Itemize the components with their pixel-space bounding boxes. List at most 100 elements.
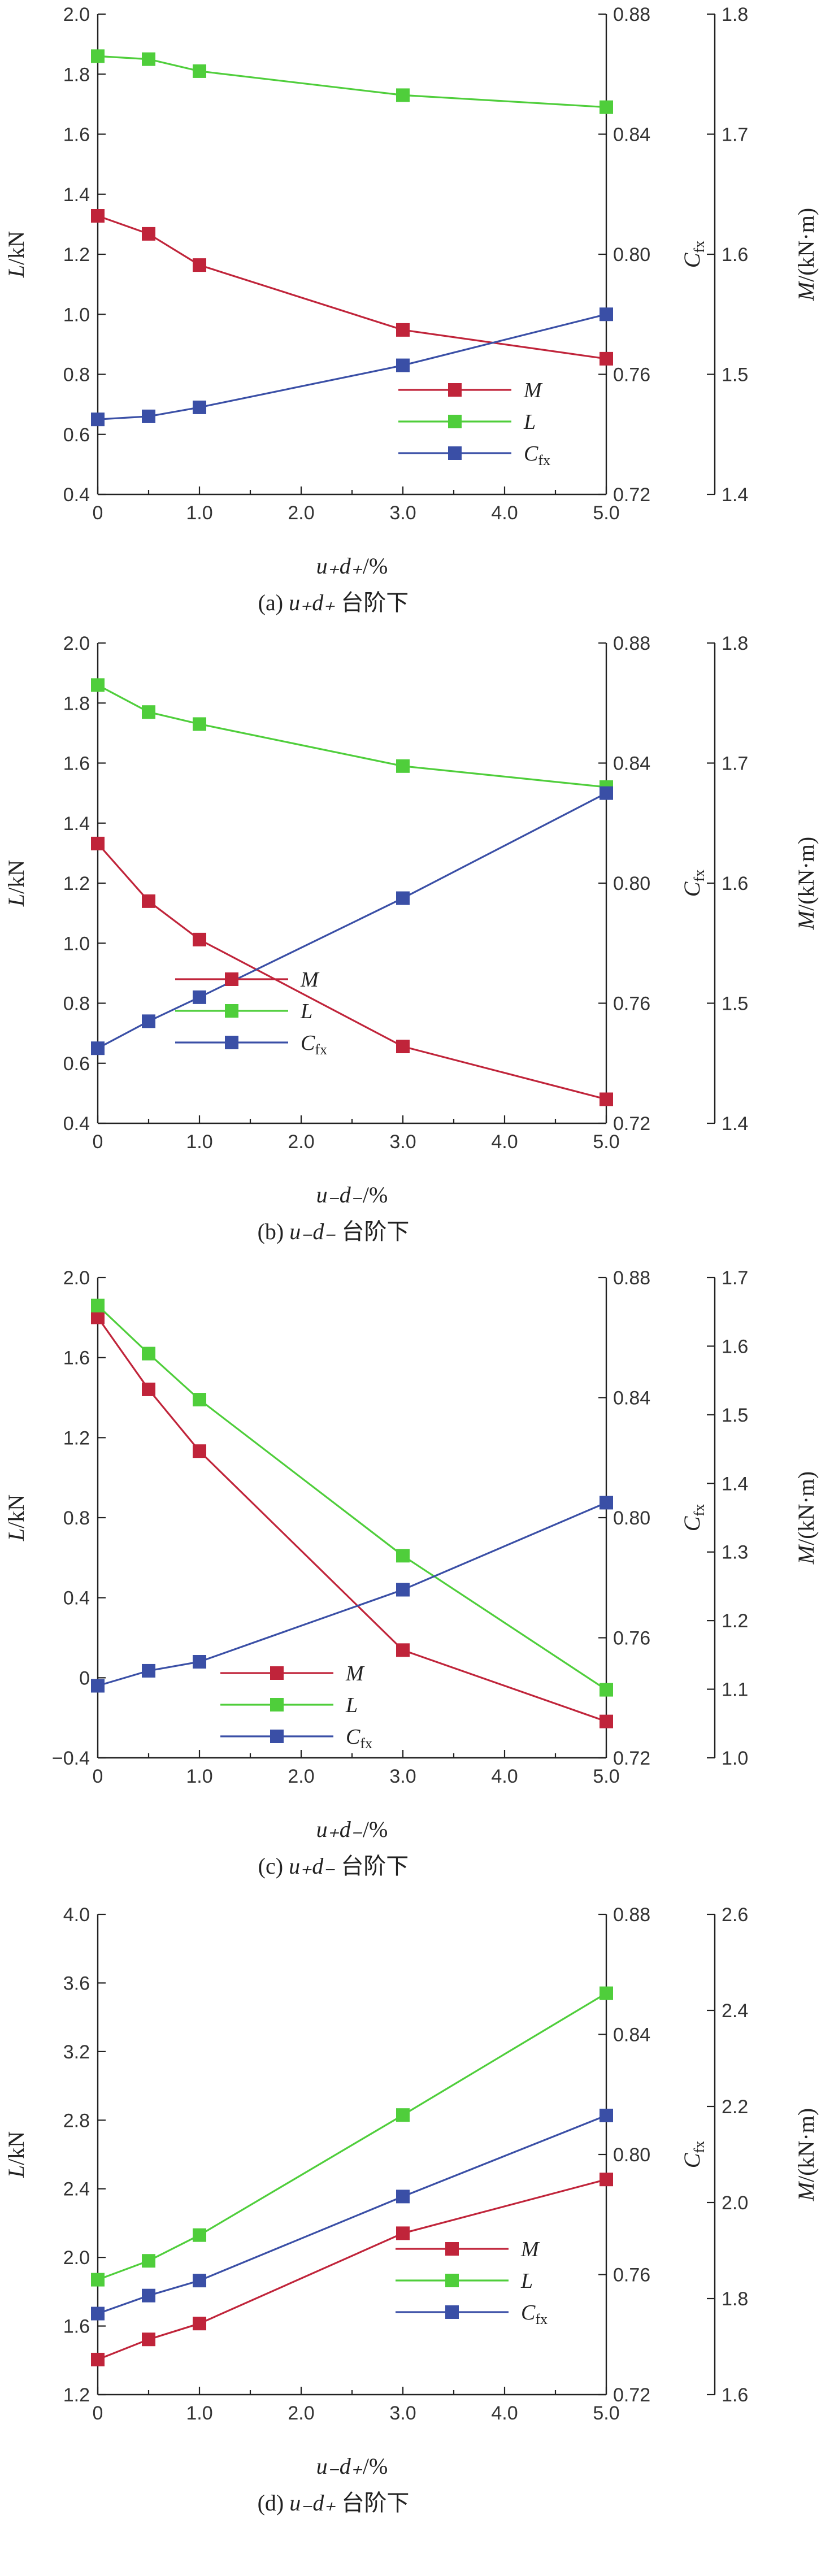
right-tick-label: 2.2 — [722, 2096, 748, 2118]
label-part: M — [300, 968, 320, 992]
x-axis-title: u₊d₋/% — [316, 1817, 388, 1842]
legend-label-M: M — [300, 968, 320, 992]
x-tick-label: 2.0 — [288, 1766, 314, 1787]
right-tick-label: 1.6 — [722, 1336, 748, 1357]
legend-marker-M — [270, 1666, 284, 1680]
x-tick-label: 0 — [93, 2403, 103, 2424]
legend-marker-M — [225, 972, 238, 986]
label-part: fx — [691, 2141, 707, 2153]
data-point-L-3 — [396, 2108, 410, 2122]
label-part: (a) — [258, 590, 289, 615]
right-tick-label: 1.4 — [722, 1113, 748, 1135]
data-point-C-1 — [142, 409, 155, 423]
data-point-M-2 — [193, 2317, 206, 2331]
legend-marker-C — [225, 1036, 238, 1049]
label-part: fx — [315, 1041, 327, 1058]
data-point-C-3 — [396, 2190, 410, 2204]
mid-tick-label: 0.76 — [613, 993, 650, 1015]
data-point-M-3 — [396, 2226, 410, 2240]
legend-label-M: M — [345, 1662, 365, 1686]
chart-panel-c: 0 1.0 2.0 3.0 4.0 5.0−0.400.40.81.21.62.00.72… — [3, 1267, 819, 1879]
label-part: C — [301, 1031, 315, 1055]
data-point-M-3 — [396, 1040, 410, 1053]
series-line-L — [97, 55, 607, 108]
data-point-M-4 — [600, 2173, 613, 2187]
left-tick-label: 4.0 — [63, 1904, 90, 1926]
x-tick-label: 1.0 — [186, 1766, 212, 1787]
label-part: /kN — [3, 860, 29, 894]
legend-label-C: Cfx — [301, 1031, 327, 1058]
label-part: /kN — [3, 231, 29, 265]
legend-label-C: Cfx — [524, 442, 550, 468]
label-part: /(kN·m) — [793, 1471, 819, 1545]
x-tick-label: 2.0 — [288, 2403, 314, 2424]
label-part: M — [345, 1662, 365, 1686]
label-part: u₋d₋ — [289, 1219, 336, 1244]
data-point-C-1 — [142, 1663, 155, 1678]
mid-tick-label: 0.72 — [613, 2384, 650, 2406]
left-tick-label: 1.6 — [63, 753, 90, 775]
label-part: /(kN·m) — [793, 208, 819, 282]
legend-label-C: Cfx — [521, 2301, 548, 2327]
mid-tick-label: 0.88 — [613, 4, 650, 25]
mid-tick-label: 0.72 — [613, 484, 650, 506]
left-tick-label: 2.0 — [63, 1267, 90, 1289]
series-line-M — [97, 1317, 607, 1723]
mid-tick-label: 0.88 — [613, 633, 650, 654]
right-tick-label: 1.7 — [722, 1267, 748, 1289]
label-part: /kN — [3, 1495, 29, 1528]
right-tick-label: 1.8 — [722, 633, 748, 654]
data-point-M-1 — [142, 227, 155, 241]
x-tick-label: 0 — [93, 1766, 103, 1787]
data-point-M-1 — [142, 2332, 155, 2347]
label-part: /% — [363, 1817, 388, 1842]
left-tick-label: 3.2 — [63, 2041, 90, 2063]
x-tick-label: 5.0 — [593, 502, 619, 524]
mid-axis-title: Cfx — [679, 1504, 707, 1531]
right-tick-label: 1.4 — [722, 484, 748, 506]
data-point-M-1 — [142, 894, 155, 908]
data-point-C-2 — [193, 2274, 206, 2288]
left-tick-label: 1.0 — [63, 304, 90, 325]
series-line-M — [97, 215, 607, 360]
right-tick-label: 1.4 — [722, 1473, 748, 1495]
x-tick-label: 4.0 — [491, 1766, 518, 1787]
right-tick-label: 1.0 — [722, 1748, 748, 1769]
panel-caption: (d) u₋d₊ 台阶下 — [258, 2490, 410, 2516]
label-part: L — [520, 2269, 533, 2293]
label-part: u₊d₋ — [316, 1817, 363, 1842]
label-part: (b) — [258, 1219, 290, 1244]
left-tick-label: 1.4 — [63, 184, 90, 206]
series-line-L — [97, 1305, 607, 1691]
mid-tick-label: 0.76 — [613, 1628, 650, 1649]
data-point-M-4 — [600, 1714, 613, 1728]
left-tick-label: 1.8 — [63, 693, 90, 714]
left-tick-label: 0 — [79, 1667, 90, 1689]
mid-tick-label: 0.88 — [613, 1267, 650, 1289]
label-part: 台阶下 — [336, 1219, 409, 1244]
left-tick-label: 1.4 — [63, 813, 90, 835]
label-part: M — [793, 280, 819, 301]
x-tick-label: 0 — [93, 502, 103, 524]
x-tick-label: 3.0 — [389, 502, 416, 524]
data-point-M-0 — [91, 1310, 105, 1324]
data-point-C-3 — [396, 358, 410, 372]
right-tick-label: 2.6 — [722, 1904, 748, 1926]
label-part: L — [3, 1528, 29, 1541]
mid-tick-label: 0.88 — [613, 1904, 650, 1926]
label-part: M — [523, 379, 543, 402]
data-point-M-2 — [193, 1444, 206, 1458]
legend-marker-L — [225, 1004, 238, 1018]
data-point-M-0 — [91, 836, 105, 850]
data-point-L-2 — [193, 2228, 206, 2242]
mid-tick-label: 0.80 — [613, 244, 650, 266]
left-tick-label: 0.4 — [63, 1588, 90, 1609]
data-point-C-4 — [600, 307, 613, 322]
data-point-C-4 — [600, 2108, 613, 2122]
data-point-C-0 — [91, 412, 105, 427]
mid-tick-label: 0.72 — [613, 1748, 650, 1769]
right-tick-label: 1.1 — [722, 1679, 748, 1701]
